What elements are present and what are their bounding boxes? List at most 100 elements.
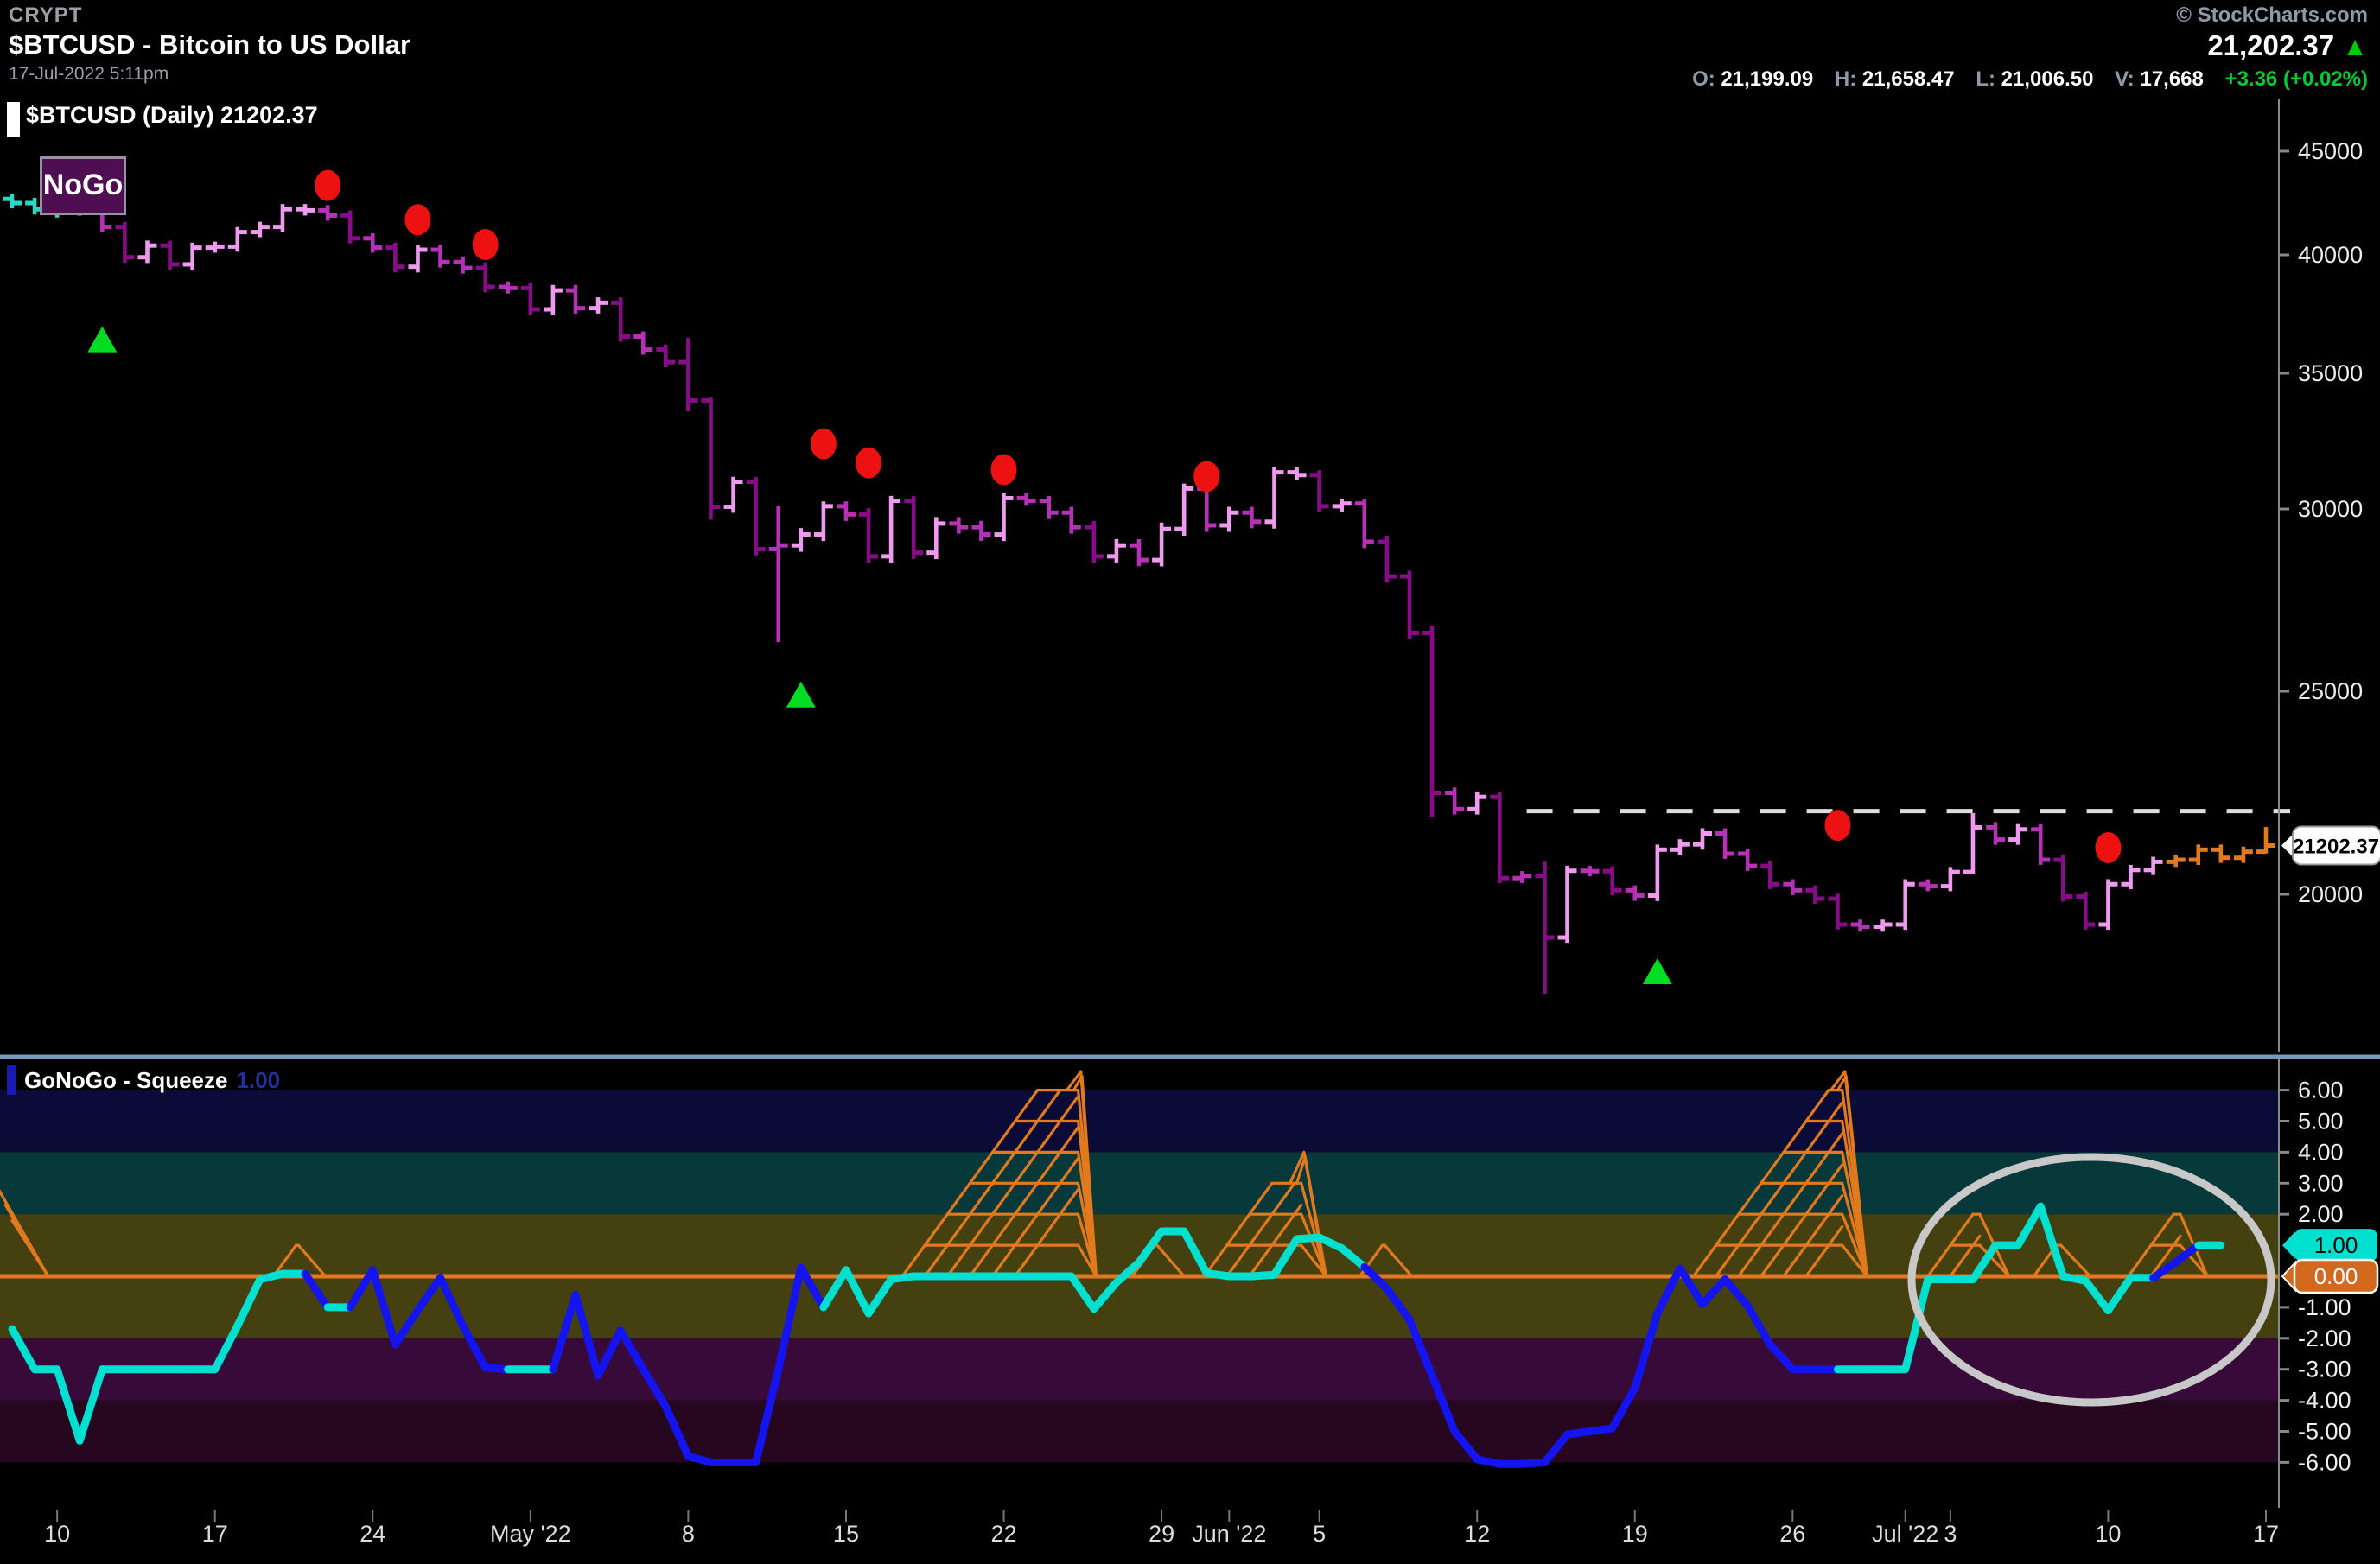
ohlc-row: O: 21,199.09 H: 21,658.47 L: 21,006.50 V… xyxy=(1692,67,2368,91)
squeeze-lattice-line xyxy=(1691,1088,1830,1278)
squeeze-oscillator-segment xyxy=(1698,1275,1729,1308)
squeeze-oscillator-segment xyxy=(864,1275,895,1318)
nogo-continuation-dot xyxy=(1824,810,1851,842)
squeeze-oscillator-segment xyxy=(1180,1227,1211,1277)
high-value: 21,658.47 xyxy=(1861,67,1955,91)
squeeze-y-tick-label: -1.00 xyxy=(2298,1294,2351,1320)
squeeze-lattice-line xyxy=(945,1095,1080,1278)
timestamp: 17-Jul-2022 5:11pm xyxy=(9,64,169,84)
squeeze-oscillator-segment xyxy=(774,1263,805,1374)
squeeze-oscillator-segment xyxy=(233,1275,264,1330)
last-price: 21,202.37 ▲ xyxy=(2207,29,2368,61)
main-y-tick-label: 35000 xyxy=(2298,360,2363,386)
squeeze-oscillator-segment xyxy=(1405,1315,1436,1380)
squeeze-pill-text: 1.00 xyxy=(2314,1232,2358,1258)
low-value: 21,006.50 xyxy=(2001,67,2094,91)
squeeze-lattice-line xyxy=(2059,1243,2092,1278)
squeeze-oscillator-segment xyxy=(1969,1241,2000,1284)
up-arrow-icon: ▲ xyxy=(2342,33,2368,61)
x-axis-label: 24 xyxy=(360,1521,385,1547)
x-axis-label: 15 xyxy=(833,1521,859,1547)
squeeze-oscillator-segment xyxy=(368,1266,399,1349)
squeeze-oscillator-segment xyxy=(2172,1241,2203,1267)
squeeze-y-tick-label: 4.00 xyxy=(2298,1139,2344,1165)
squeeze-oscillator-segment xyxy=(1653,1264,1684,1318)
x-axis-label: 19 xyxy=(1622,1521,1648,1547)
squeeze-oscillator-segment xyxy=(1901,1275,1932,1374)
nogo-continuation-dot xyxy=(472,229,499,260)
x-axis-label: 17 xyxy=(202,1521,228,1547)
squeeze-lattice-line xyxy=(1072,1074,1084,1092)
volume-value: 17,668 xyxy=(2140,67,2204,91)
squeeze-oscillator-segment xyxy=(75,1365,106,1445)
zero-pill-text: 0.00 xyxy=(2314,1263,2358,1289)
squeeze-oscillator-segment xyxy=(1067,1272,1098,1313)
squeeze-lattice-line xyxy=(968,1126,1080,1278)
squeeze-oscillator-segment xyxy=(2103,1274,2135,1314)
squeeze-oscillator-segment xyxy=(53,1365,84,1445)
page-title: $BTCUSD - Bitcoin to US Dollar xyxy=(9,29,411,60)
squeeze-oscillator-segment xyxy=(639,1365,670,1411)
nogo-continuation-dot xyxy=(1193,461,1220,493)
squeeze-oscillator-segment xyxy=(1338,1244,1369,1271)
squeeze-oscillator-segment xyxy=(211,1321,242,1374)
squeeze-y-tick-label: -3.00 xyxy=(2298,1357,2351,1383)
squeeze-lattice-line xyxy=(1760,1163,1844,1278)
squeeze-lattice-line xyxy=(2127,1212,2175,1278)
squeeze-lattice-line xyxy=(1804,1224,1844,1278)
exchange-label: CRYPT xyxy=(9,3,83,27)
squeeze-oscillator-segment xyxy=(842,1266,873,1318)
go-countertrend-triangle xyxy=(1642,958,1672,984)
squeeze-oscillator-segment xyxy=(1360,1262,1391,1293)
x-axis-label: 26 xyxy=(1779,1521,1805,1547)
squeeze-lattice-line xyxy=(296,1243,328,1278)
squeeze-oscillator-segment xyxy=(1450,1427,1481,1464)
squeeze-oscillator-segment xyxy=(661,1402,692,1460)
nogo-continuation-dot xyxy=(404,204,431,236)
squeeze-oscillator-segment xyxy=(1428,1371,1459,1435)
squeeze-lattice-line xyxy=(1737,1132,1844,1278)
squeeze-oscillator-segment xyxy=(616,1326,647,1374)
squeeze-band xyxy=(0,1400,2279,1463)
x-axis-label: 22 xyxy=(990,1521,1016,1547)
x-axis-label: Jul '22 xyxy=(1872,1521,1938,1547)
squeeze-y-tick-label: -2.00 xyxy=(2298,1326,2351,1351)
squeeze-lattice-line xyxy=(900,1088,1040,1278)
go-countertrend-triangle xyxy=(87,326,118,353)
main-y-tick-label: 25000 xyxy=(2298,678,2363,704)
squeeze-oscillator-segment xyxy=(2036,1202,2067,1281)
main-panel-label: $BTCUSD (Daily) 21202.37 xyxy=(26,102,318,128)
squeeze-lattice-line xyxy=(2149,1234,2182,1278)
squeeze-oscillator-segment xyxy=(436,1274,468,1330)
squeeze-value-pill xyxy=(2294,1229,2377,1262)
copyright-link[interactable]: © StockCharts.com xyxy=(2176,3,2368,27)
squeeze-oscillator-segment xyxy=(1135,1227,1166,1267)
squeeze-oscillator-segment xyxy=(1631,1309,1662,1392)
squeeze-oscillator-segment xyxy=(797,1263,828,1312)
squeeze-oscillator-segment xyxy=(459,1321,490,1372)
nogo-continuation-dot xyxy=(315,169,341,201)
squeeze-lattice-line xyxy=(2179,1243,2209,1278)
nogo-continuation-dot xyxy=(990,454,1017,486)
squeeze-oscillator-segment xyxy=(346,1266,377,1312)
price-tag-text: 21202.37 xyxy=(2293,835,2379,858)
zero-value-pill xyxy=(2293,1258,2379,1294)
squeeze-oscillator-segment xyxy=(752,1365,783,1466)
squeeze-lattice-line xyxy=(1300,1243,1328,1278)
squeeze-oscillator-segment xyxy=(391,1306,422,1349)
x-axis-label: 10 xyxy=(44,1521,70,1547)
price-tag-box xyxy=(2292,825,2380,866)
ellipse-annotation xyxy=(1907,1153,2275,1407)
squeeze-oscillator-segment xyxy=(1608,1383,1639,1433)
x-axis-label: 8 xyxy=(682,1521,695,1547)
open-value: 21,199.09 xyxy=(1721,67,1814,91)
squeeze-y-tick-label: 3.00 xyxy=(2298,1170,2344,1196)
header-left: CRYPT $BTCUSD - Bitcoin to US Dollar 17-… xyxy=(9,3,410,85)
x-axis-label: Jun '22 xyxy=(1192,1521,1266,1547)
main-y-tick-label: 30000 xyxy=(2298,496,2363,522)
squeeze-lattice-line xyxy=(1715,1101,1844,1278)
x-axis-label: 29 xyxy=(1149,1521,1174,1547)
price-tag-arrow xyxy=(2281,833,2294,858)
squeeze-lattice-line xyxy=(1926,1212,1975,1278)
